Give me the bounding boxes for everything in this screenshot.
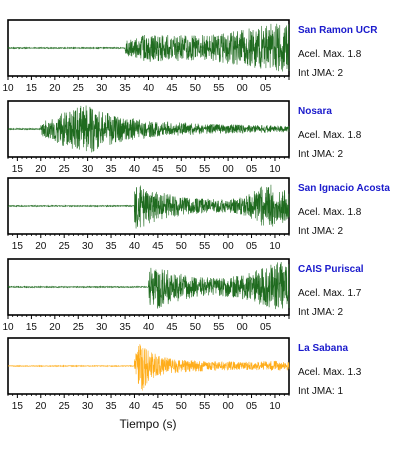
x-tick-label: 15 <box>12 241 24 252</box>
x-tick-label: 30 <box>96 322 108 333</box>
panel-0: 10 15 20 25 30 35 40 45 50 55 00 05 San Ramon UCR Ace… <box>2 19 378 94</box>
x-tick-label: 00 <box>237 322 249 333</box>
jma-intensity: Int JMA: 2 <box>298 226 343 237</box>
x-tick-label: 20 <box>35 164 47 175</box>
x-tick-label: 55 <box>213 83 225 94</box>
waveform-trace <box>7 262 290 310</box>
station-name: San Ignacio Acosta <box>298 183 390 194</box>
x-tick-label: 40 <box>129 401 141 412</box>
x-tick-label: 25 <box>73 322 85 333</box>
x-tick-label: 00 <box>223 401 235 412</box>
x-tick-label: 40 <box>143 322 155 333</box>
x-tick-label: 15 <box>26 83 38 94</box>
station-name: CAIS Puriscal <box>298 264 364 275</box>
x-tick-label: 05 <box>260 322 272 333</box>
x-tick-label: 05 <box>246 401 258 412</box>
x-tick-label: 15 <box>12 164 24 175</box>
x-tick-label: 00 <box>237 83 249 94</box>
max-acceleration: Acel. Max. 1.8 <box>298 49 362 60</box>
station-name: Nosara <box>298 106 332 117</box>
max-acceleration: Acel. Max. 1.8 <box>298 130 362 141</box>
x-tick-label: 15 <box>12 401 24 412</box>
waveform-trace <box>7 184 290 229</box>
x-tick-label: 10 <box>2 83 14 94</box>
x-tick-label: 40 <box>129 241 141 252</box>
jma-intensity: Int JMA: 2 <box>298 307 343 318</box>
x-tick-label: 10 <box>269 164 281 175</box>
x-tick-label: 45 <box>166 83 178 94</box>
x-tick-label: 05 <box>246 241 258 252</box>
panel-2: 15 20 25 30 35 40 45 50 55 00 05 10 San Ignacio Acos… <box>7 177 390 252</box>
x-tick-label: 45 <box>152 401 164 412</box>
x-tick-label: 20 <box>49 83 61 94</box>
station-name: La Sabana <box>298 343 348 354</box>
x-tick-label: 00 <box>223 241 235 252</box>
x-tick-label: 35 <box>120 83 132 94</box>
x-tick-label: 55 <box>199 164 211 175</box>
x-tick-label: 50 <box>176 164 188 175</box>
x-tick-label: 10 <box>269 401 281 412</box>
x-tick-label: 20 <box>49 322 61 333</box>
x-tick-label: 30 <box>82 164 94 175</box>
x-tick-label: 45 <box>166 322 178 333</box>
x-tick-label: 25 <box>59 241 71 252</box>
x-tick-label: 45 <box>152 164 164 175</box>
x-tick-label: 50 <box>190 322 202 333</box>
x-tick-label: 50 <box>176 401 188 412</box>
x-tick-label: 30 <box>82 401 94 412</box>
x-tick-label: 05 <box>246 164 258 175</box>
max-acceleration: Acel. Max. 1.8 <box>298 207 362 218</box>
panel-4: 15 20 25 30 35 40 45 50 55 00 05 10 La Sabana Acel. M… <box>7 337 362 412</box>
max-acceleration: Acel. Max. 1.3 <box>298 367 362 378</box>
x-tick-label: 30 <box>96 83 108 94</box>
x-tick-label: 50 <box>190 83 202 94</box>
seismogram-panels: 10 15 20 25 30 35 40 45 50 55 00 05 San Ramon UCR Ace… <box>2 19 390 412</box>
x-tick-label: 15 <box>26 322 38 333</box>
x-tick-label: 25 <box>59 401 71 412</box>
jma-intensity: Int JMA: 2 <box>298 149 343 160</box>
x-tick-label: 25 <box>59 164 71 175</box>
x-tick-label: 45 <box>152 241 164 252</box>
x-tick-label: 50 <box>176 241 188 252</box>
x-tick-label: 20 <box>35 241 47 252</box>
x-tick-label: 00 <box>223 164 235 175</box>
x-axis-label: Tiempo (s) <box>120 417 177 431</box>
jma-intensity: Int JMA: 1 <box>298 386 343 397</box>
waveform-trace <box>7 105 290 153</box>
x-tick-label: 35 <box>105 241 117 252</box>
x-tick-label: 55 <box>199 241 211 252</box>
x-tick-label: 10 <box>2 322 14 333</box>
x-tick-label: 05 <box>260 83 272 94</box>
x-tick-label: 40 <box>143 83 155 94</box>
x-tick-label: 40 <box>129 164 141 175</box>
x-tick-label: 35 <box>105 401 117 412</box>
jma-intensity: Int JMA: 2 <box>298 68 343 79</box>
x-tick-label: 30 <box>82 241 94 252</box>
x-tick-label: 25 <box>73 83 85 94</box>
x-tick-label: 35 <box>105 164 117 175</box>
x-tick-label: 10 <box>269 241 281 252</box>
panel-1: 15 20 25 30 35 40 45 50 55 00 05 10 Nosara Acel. Max.… <box>7 100 362 175</box>
waveform-trace <box>7 23 290 72</box>
waveform-trace <box>7 344 290 391</box>
x-tick-label: 20 <box>35 401 47 412</box>
x-tick-label: 35 <box>120 322 132 333</box>
x-tick-label: 55 <box>199 401 211 412</box>
station-name: San Ramon UCR <box>298 25 378 36</box>
max-acceleration: Acel. Max. 1.7 <box>298 288 362 299</box>
panel-3: 10 15 20 25 30 35 40 45 50 55 00 05 CAIS Puriscal Ace… <box>2 258 364 333</box>
x-tick-label: 55 <box>213 322 225 333</box>
